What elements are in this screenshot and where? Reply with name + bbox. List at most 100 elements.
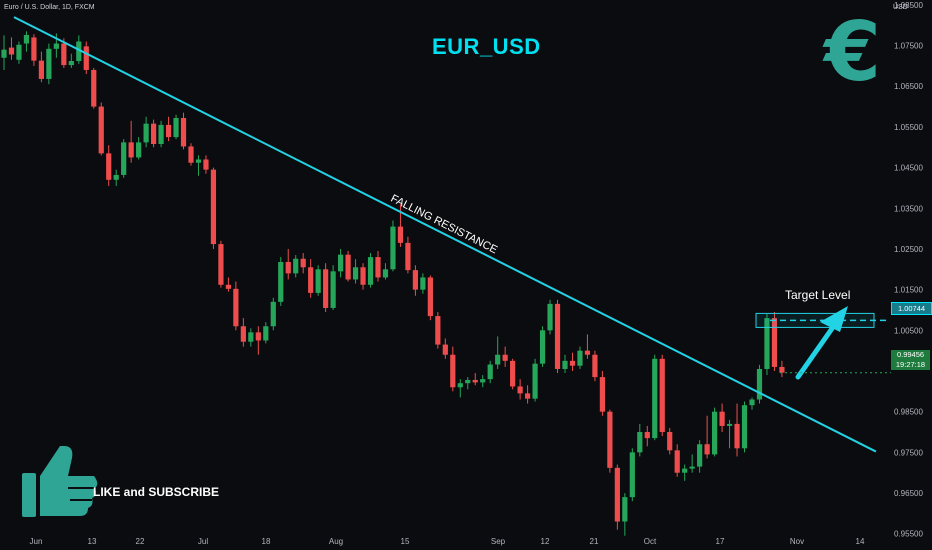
candle-body bbox=[76, 41, 82, 62]
candle-body bbox=[203, 159, 209, 170]
candle-body bbox=[779, 366, 785, 373]
candle-body bbox=[188, 146, 194, 163]
price-tick-label: 1.03500 bbox=[894, 204, 923, 213]
candle-body bbox=[450, 354, 456, 388]
candle-body bbox=[659, 358, 665, 433]
candle-body bbox=[726, 423, 733, 426]
price-tick-label: 1.08500 bbox=[894, 1, 923, 10]
candle-body bbox=[539, 330, 546, 364]
candle-body bbox=[756, 368, 763, 400]
candle-body bbox=[465, 379, 471, 384]
last-price-tag: 0.99456 19:27:18 bbox=[891, 350, 930, 370]
candle-body bbox=[323, 269, 329, 308]
candle-body bbox=[338, 254, 344, 272]
price-tick-label: 0.96500 bbox=[894, 489, 923, 498]
candle-body bbox=[682, 468, 688, 473]
candle-body bbox=[158, 124, 164, 145]
candle-body bbox=[210, 169, 217, 245]
candle-body bbox=[151, 123, 157, 145]
time-tick-label: 18 bbox=[262, 537, 271, 546]
candle-body bbox=[442, 344, 448, 355]
candle-body bbox=[405, 242, 411, 271]
candle-body bbox=[367, 257, 374, 285]
candle-body bbox=[91, 69, 97, 107]
candle-body bbox=[487, 364, 493, 380]
candle-body bbox=[23, 34, 30, 44]
candle-body bbox=[749, 399, 755, 406]
candle-body bbox=[83, 46, 89, 70]
candle-body bbox=[510, 360, 516, 387]
candle-body bbox=[345, 254, 351, 280]
last-price-value: 0.99456 bbox=[896, 350, 925, 359]
price-tick-label: 0.98500 bbox=[894, 408, 923, 417]
candle-body bbox=[532, 363, 538, 399]
target-price-tag: 1.00744 bbox=[891, 302, 932, 315]
target-arrow-head bbox=[820, 306, 848, 332]
candle-body bbox=[689, 466, 695, 469]
candle-body bbox=[697, 444, 703, 467]
time-tick-label: 22 bbox=[136, 537, 145, 546]
candle-body bbox=[233, 288, 239, 327]
candle-body bbox=[674, 450, 680, 473]
candle-body bbox=[607, 411, 613, 468]
candle-body bbox=[173, 117, 179, 138]
candle-body bbox=[569, 360, 576, 366]
candle-body bbox=[637, 432, 643, 453]
falling-resistance-line[interactable] bbox=[13, 16, 877, 453]
candle-body bbox=[435, 316, 441, 345]
candle-body bbox=[143, 123, 149, 143]
candle-body bbox=[397, 226, 404, 243]
time-tick-label: Jul bbox=[198, 537, 208, 546]
candle-body bbox=[360, 267, 366, 285]
candle-body bbox=[136, 142, 142, 158]
candle-body bbox=[218, 244, 224, 285]
candle-body bbox=[113, 174, 119, 180]
candle-body bbox=[577, 350, 583, 366]
time-tick-label: Nov bbox=[790, 537, 804, 546]
candle-body bbox=[644, 432, 650, 439]
candle-body bbox=[300, 258, 306, 268]
candle-body bbox=[734, 423, 740, 449]
time-tick-label: Aug bbox=[329, 537, 343, 546]
candle-body bbox=[61, 43, 67, 66]
candle-body bbox=[712, 411, 718, 455]
candle-body bbox=[427, 277, 433, 317]
candle-body bbox=[263, 326, 269, 341]
candle-body bbox=[599, 377, 605, 412]
candle-body bbox=[741, 405, 748, 449]
time-tick-label: 14 bbox=[856, 537, 865, 546]
candle-body bbox=[525, 393, 531, 399]
candle-body bbox=[547, 303, 553, 331]
candle-body bbox=[592, 354, 598, 378]
candle-body bbox=[128, 142, 134, 158]
candle-body bbox=[517, 386, 523, 394]
price-tick-label: 0.97500 bbox=[894, 448, 923, 457]
currency-label: USD bbox=[893, 4, 908, 11]
candle-body bbox=[16, 44, 22, 60]
candle-body bbox=[420, 277, 426, 290]
price-tick-label: 1.04500 bbox=[894, 164, 923, 173]
candle-body bbox=[278, 261, 284, 302]
time-tick-label: Jun bbox=[30, 537, 43, 546]
price-tick-label: 0.95500 bbox=[894, 530, 923, 539]
time-tick-label: 17 bbox=[716, 537, 725, 546]
candle-body bbox=[764, 318, 770, 369]
price-tick-label: 1.00500 bbox=[894, 326, 923, 335]
candle-body bbox=[652, 358, 658, 439]
candle-body bbox=[629, 452, 635, 498]
candle-body bbox=[46, 48, 52, 79]
price-axis[interactable]: 1.08500 1.07500 1.06500 1.05500 1.04500 1.035… bbox=[894, 1, 923, 539]
candle-body bbox=[285, 261, 291, 274]
candle-body bbox=[667, 432, 673, 451]
candle-body bbox=[704, 444, 710, 455]
candle-body bbox=[330, 271, 336, 308]
candle-body bbox=[53, 43, 59, 49]
candle-body bbox=[68, 61, 74, 66]
time-axis[interactable]: Jun 13 22 Jul 18 Aug 15 Sep 12 21 Oct 17 Nov 14 bbox=[30, 537, 865, 546]
price-tick-label: 1.01500 bbox=[894, 286, 923, 295]
time-tick-label: 13 bbox=[88, 537, 97, 546]
time-tick-label: Sep bbox=[491, 537, 506, 546]
symbol-description: Euro / U.S. Dollar, 1D, FXCM bbox=[4, 4, 95, 11]
